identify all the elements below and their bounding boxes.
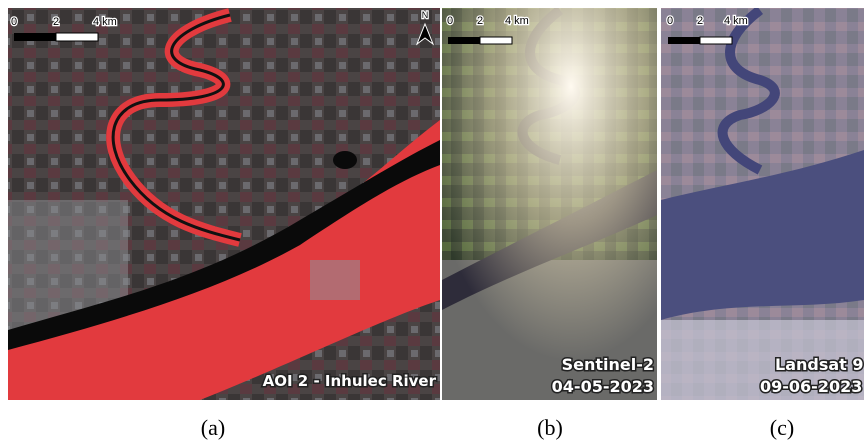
scale-label: 2 (697, 15, 703, 27)
page: {"panels": [ {"scale_labels": ["0", "2",… (0, 0, 864, 442)
overlay-label: 04-05-2023 (552, 377, 654, 396)
scale-bar-white (480, 37, 512, 44)
scale-label: 4 km (505, 15, 529, 27)
scale-label: 0 (11, 16, 17, 28)
caption: (b) (537, 415, 563, 440)
caption: (a) (201, 415, 225, 440)
scale-bar-black (448, 37, 480, 44)
scale-bar-white (56, 33, 98, 41)
caption: (c) (770, 415, 794, 440)
figure: 0 2 4 km N AOI 2 - Inhulec River 0 2 4 k… (0, 0, 864, 442)
north-label: N (422, 10, 429, 20)
scale-label: 4 km (93, 16, 117, 28)
panel-c-image (661, 8, 864, 400)
overlay-label: Sentinel-2 (562, 355, 654, 374)
scale-bar-black (668, 37, 700, 44)
scale-label: 0 (667, 15, 673, 27)
overlay-label: 09-06-2023 (760, 377, 862, 396)
scale-label: 2 (53, 16, 59, 28)
panel-b-image (442, 8, 657, 400)
panel-a-image (8, 8, 440, 400)
scale-label: 2 (477, 15, 483, 27)
scale-label: 0 (447, 15, 453, 27)
scale-bar-white (700, 37, 732, 44)
scale-label: 4 km (724, 15, 748, 27)
overlay-label: Landsat 9 (775, 355, 864, 374)
scale-bar-black (14, 33, 56, 41)
overlay-label: AOI 2 - Inhulec River (263, 372, 437, 390)
